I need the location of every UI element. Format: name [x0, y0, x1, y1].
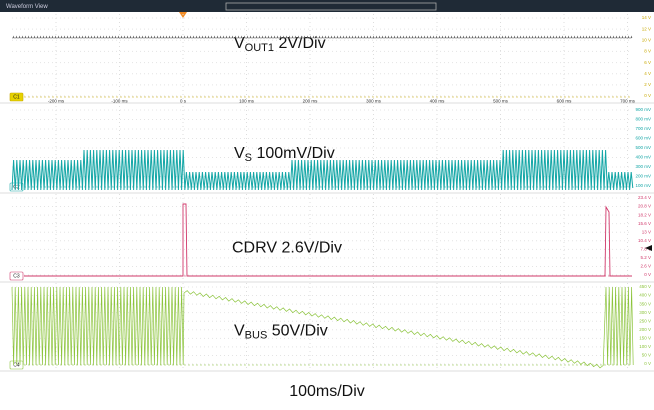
waveform-vbus: [11, 286, 634, 369]
annotation-rest: 100mV/Div: [252, 145, 335, 162]
y-tick-label: 0 V: [644, 361, 651, 366]
channel-annotation: VBUS 50V/Div: [234, 323, 328, 342]
y-tick-label: 0 V: [644, 93, 651, 98]
y-tick-label: 150 V: [639, 336, 651, 341]
y-tick-label: 8 V: [644, 49, 651, 54]
x-tick-label: -200 ms: [48, 99, 65, 104]
waveform-vout1: [12, 35, 633, 39]
view-title: Waveform View: [6, 4, 48, 10]
annotation-main: V: [234, 35, 245, 52]
y-tick-label: 200 V: [639, 327, 651, 332]
y-tick-label: 10 V: [642, 37, 651, 42]
annotation-rest: 2V/Div: [274, 35, 326, 52]
channel-label: C3: [13, 273, 20, 279]
x-tick-label: 100 ms: [239, 99, 255, 104]
y-tick-label: 200 mV: [635, 174, 651, 179]
annotation-main: V: [234, 323, 245, 340]
y-tick-label: 2 V: [644, 82, 651, 87]
x-tick-label: 400 ms: [430, 99, 446, 104]
y-tick-label: 100 mV: [635, 183, 651, 188]
level-marker: [645, 245, 652, 251]
y-tick-label: 100 V: [639, 344, 651, 349]
x-tick-label: 0 s: [180, 99, 187, 104]
y-tick-label: 350 V: [639, 301, 651, 306]
top-bar: [0, 0, 654, 12]
x-tick-label: 500 ms: [493, 99, 509, 104]
channel-annotation: VOUT1 2V/Div: [234, 35, 326, 54]
annotation-main: CDRV 2.6V/Div: [232, 240, 342, 257]
y-tick-label: 15.6 V: [638, 221, 651, 226]
waveform-cdrv: [24, 203, 632, 277]
channel-label: C2: [13, 184, 20, 190]
channel-label: C4: [13, 362, 20, 368]
y-tick-label: 14 V: [642, 15, 651, 20]
timebase-label: 100ms/Div: [289, 383, 365, 400]
annotation-main: V: [234, 145, 245, 162]
annotation-sub: S: [245, 152, 252, 164]
y-tick-label: 18.2 V: [638, 212, 651, 217]
y-tick-label: 6 V: [644, 60, 651, 65]
y-tick-label: 400 mV: [635, 155, 651, 160]
y-tick-label: 500 mV: [635, 145, 651, 150]
y-tick-label: 50 V: [642, 353, 651, 358]
y-tick-label: 12 V: [642, 26, 651, 31]
y-tick-label: 10.4 V: [638, 238, 651, 243]
y-tick-label: 7.8 V: [640, 247, 651, 252]
annotation-sub: OUT1: [245, 42, 274, 54]
x-tick-label: 700 ms: [620, 99, 636, 104]
y-tick-label: 4 V: [644, 71, 651, 76]
y-tick-label: 900 mV: [635, 107, 651, 112]
y-tick-label: 20.8 V: [638, 204, 651, 209]
annotation-sub: BUS: [245, 329, 268, 341]
y-tick-label: 450 V: [639, 284, 651, 289]
y-tick-label: 300 mV: [635, 164, 651, 169]
y-tick-label: 700 mV: [635, 126, 651, 131]
y-tick-label: 2.6 V: [640, 264, 651, 269]
channel-badge: [9, 182, 24, 192]
zoom-box: [225, 2, 437, 11]
channel-annotation: VS 100mV/Div: [234, 145, 335, 164]
y-tick-label: 5.2 V: [640, 255, 651, 260]
annotation-rest: 50V/Div: [267, 323, 327, 340]
channel-badge: [9, 92, 24, 102]
y-tick-label: 23.4 V: [638, 195, 651, 200]
y-tick-label: 600 mV: [635, 136, 651, 141]
y-tick-label: 13 V: [642, 229, 651, 234]
x-tick-label: 200 ms: [303, 99, 319, 104]
y-tick-label: 800 mV: [635, 117, 651, 122]
channel-badge: [9, 271, 24, 281]
channel-label: C1: [13, 94, 20, 100]
x-tick-label: 300 ms: [366, 99, 382, 104]
y-tick-label: 300 V: [639, 310, 651, 315]
x-tick-label: -100 ms: [111, 99, 128, 104]
y-tick-label: 0 V: [644, 272, 651, 277]
channel-annotation: CDRV 2.6V/Div: [232, 240, 342, 257]
waveform-vs: [11, 149, 634, 191]
y-tick-label: 250 V: [639, 318, 651, 323]
y-tick-label: 400 V: [639, 293, 651, 298]
x-tick-label: 600 ms: [557, 99, 573, 104]
